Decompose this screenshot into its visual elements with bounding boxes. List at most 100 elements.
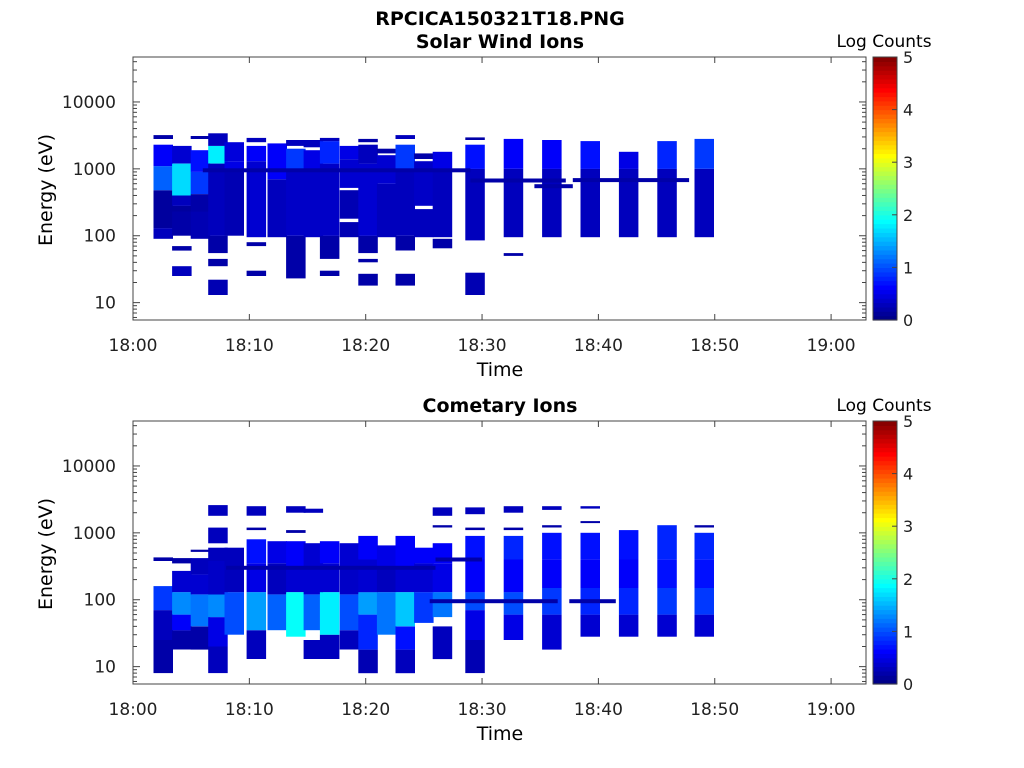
heatmap-cell bbox=[358, 138, 378, 143]
heatmap-cell bbox=[503, 559, 524, 593]
panel-cometary: Cometary Ions 18:00 18:10 18:20 18:30 18:40 1… bbox=[35, 395, 932, 745]
heatmap-cell bbox=[465, 272, 485, 295]
heatmap-cell bbox=[319, 541, 340, 564]
trace-line bbox=[569, 599, 616, 604]
heatmap-cell bbox=[172, 195, 192, 206]
colorbar-tick-label: 1 bbox=[903, 622, 913, 641]
colorbar-segment bbox=[873, 578, 897, 584]
colorbar-segment bbox=[873, 548, 897, 554]
colorbar-segment bbox=[873, 591, 897, 597]
heatmap-cell bbox=[172, 163, 192, 196]
colorbar-segment bbox=[873, 477, 897, 483]
colorbar-segment bbox=[873, 210, 897, 216]
heatmap-cell bbox=[395, 235, 415, 251]
colorbar-segment bbox=[873, 175, 897, 181]
heatmap-cell bbox=[208, 235, 228, 254]
colorbar-segment bbox=[873, 517, 897, 523]
colorbar-tick-label: 3 bbox=[903, 517, 913, 536]
heatmap-cell bbox=[395, 144, 415, 169]
heatmap-cell bbox=[286, 235, 306, 279]
colorbar-tick-label: 4 bbox=[903, 101, 913, 120]
colorbar-segment bbox=[873, 429, 897, 435]
trace-line bbox=[435, 557, 482, 562]
heatmap-cell bbox=[319, 592, 340, 635]
heatmap-cell bbox=[395, 273, 415, 286]
colorbar-segment bbox=[873, 162, 897, 168]
heatmap-cell bbox=[465, 137, 485, 140]
heatmap-cell bbox=[319, 235, 340, 259]
heatmap-cell bbox=[503, 506, 524, 513]
heatmap-cell bbox=[224, 142, 244, 162]
heatmap-cell bbox=[580, 506, 600, 509]
heatmap-cell bbox=[303, 508, 324, 513]
colorbar-segment bbox=[873, 241, 897, 247]
trace-line bbox=[202, 168, 471, 173]
colorbar-label: Log Counts bbox=[836, 396, 931, 416]
colorbar-segment bbox=[873, 219, 897, 225]
colorbar-segment bbox=[873, 543, 897, 549]
colorbar-segment bbox=[873, 96, 897, 102]
colorbar-segment bbox=[873, 263, 897, 268]
heatmap-cell bbox=[224, 547, 244, 593]
heatmap-cell bbox=[503, 253, 524, 256]
heatmap-cell bbox=[465, 610, 485, 640]
colorbar-label: Log Counts bbox=[836, 32, 931, 52]
x-tick-label: 18:40 bbox=[574, 336, 623, 356]
colorbar-segment bbox=[873, 583, 897, 589]
heatmap-cell bbox=[246, 506, 267, 516]
y-axis-label: Energy (eV) bbox=[35, 498, 57, 610]
x-tick-label: 18:30 bbox=[458, 336, 507, 356]
colorbar-segment bbox=[873, 442, 897, 448]
heatmap-cell bbox=[657, 588, 677, 615]
heatmap-cell bbox=[465, 527, 485, 531]
heatmap-cell bbox=[267, 541, 287, 564]
heatmap-cell bbox=[339, 222, 360, 238]
colorbar-segment bbox=[873, 74, 897, 80]
y-tick-label: 100 bbox=[84, 591, 116, 611]
colorbar-segment bbox=[873, 451, 897, 457]
colorbar-segment bbox=[873, 640, 897, 646]
heatmap-cell bbox=[694, 532, 714, 560]
panel-solar-wind: Solar Wind Ions 18:00 18:10 18:20 18:30 18:4… bbox=[35, 31, 932, 381]
heatmap-cell bbox=[153, 135, 173, 139]
colorbar-segment bbox=[873, 315, 897, 321]
colorbar-segment bbox=[873, 495, 897, 501]
heatmap-cell bbox=[286, 506, 306, 513]
colorbar-segment bbox=[873, 631, 897, 637]
colorbar-segment bbox=[873, 206, 897, 212]
heatmap-cell bbox=[465, 507, 485, 515]
colorbar-segment bbox=[873, 78, 897, 84]
colorbar-segment bbox=[873, 166, 897, 172]
heatmap-cell bbox=[376, 148, 397, 154]
colorbar-segment bbox=[873, 482, 897, 488]
heatmap-cell bbox=[224, 171, 244, 236]
colorbar-segment bbox=[873, 249, 897, 255]
colorbar-segment bbox=[873, 293, 897, 299]
heatmap-cell bbox=[694, 588, 714, 615]
x-tick-label: 18:20 bbox=[341, 700, 390, 720]
heatmap-cell bbox=[432, 525, 453, 528]
heatmap-cell bbox=[542, 140, 562, 169]
heatmap-cell bbox=[190, 558, 211, 575]
colorbar-segment bbox=[873, 87, 897, 93]
heatmap-cell bbox=[339, 543, 360, 568]
colorbar-segment bbox=[873, 118, 897, 124]
panel-title: Cometary Ions bbox=[423, 395, 578, 417]
colorbar-segment bbox=[873, 662, 897, 668]
heatmap-cell bbox=[542, 506, 562, 510]
heatmap-cell bbox=[208, 505, 228, 516]
colorbar-tick-label: 0 bbox=[903, 311, 913, 330]
heatmap-cell bbox=[208, 646, 228, 674]
heatmap-cell bbox=[580, 168, 600, 238]
colorbar-segment bbox=[873, 618, 897, 624]
colorbar-segment bbox=[873, 552, 897, 558]
heatmap-cell bbox=[319, 141, 340, 164]
heatmap-cell bbox=[246, 527, 267, 531]
y-tick-label: 10000 bbox=[62, 93, 116, 113]
colorbar-segment bbox=[873, 197, 897, 203]
heatmap-cell bbox=[414, 547, 434, 564]
x-axis-label: Time bbox=[476, 723, 524, 745]
colorbar-segment bbox=[873, 561, 897, 567]
colorbar-segment bbox=[873, 122, 897, 128]
colorbar-segment bbox=[873, 298, 897, 304]
